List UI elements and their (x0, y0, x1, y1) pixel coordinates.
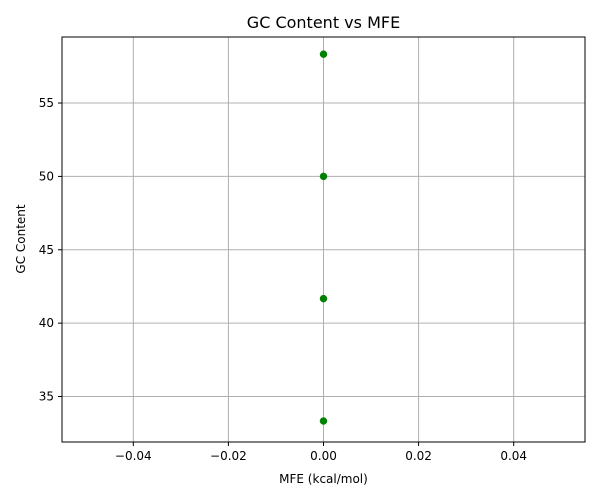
data-point (319, 172, 328, 181)
x-tick-label: −0.02 (210, 449, 247, 463)
data-point (319, 294, 328, 303)
x-tick-label: 0.04 (500, 449, 527, 463)
grid (62, 37, 585, 442)
x-tick-label: −0.04 (115, 449, 152, 463)
y-tick-label: 55 (39, 96, 54, 110)
data-point (319, 417, 328, 425)
y-axis-ticks: 35 40 45 50 55 (39, 96, 62, 404)
data-points (319, 50, 328, 425)
y-axis-label: GC Content (14, 204, 28, 274)
y-tick-label: 45 (39, 243, 54, 257)
chart-title: GC Content vs MFE (247, 13, 400, 32)
x-axis-ticks: −0.04 −0.02 0.00 0.02 0.04 (115, 442, 527, 463)
data-point (319, 50, 328, 58)
x-tick-label: 0.00 (310, 449, 337, 463)
y-tick-label: 40 (39, 316, 54, 330)
y-tick-label: 50 (39, 169, 54, 183)
y-tick-label: 35 (39, 390, 54, 404)
x-axis-label: MFE (kcal/mol) (279, 472, 368, 486)
x-tick-label: 0.02 (405, 449, 432, 463)
